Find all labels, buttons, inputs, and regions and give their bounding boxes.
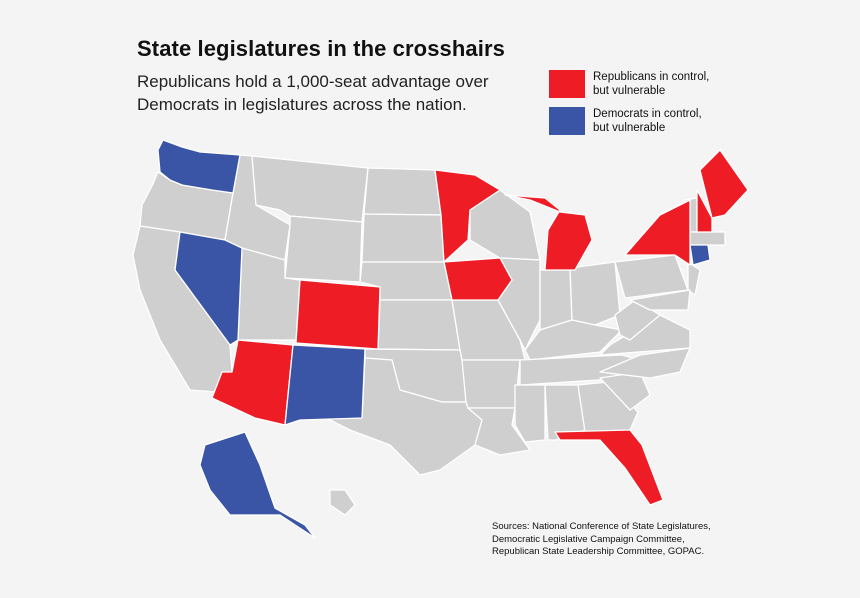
state-south-dakota [361,213,445,263]
state-north-dakota [363,167,442,216]
state-kansas [377,299,461,351]
state-michigan [504,194,593,271]
legend-item-democrat: Democrats in control, but vulnerable [549,107,723,143]
state-arkansas [461,359,521,409]
state-alaska [199,431,316,539]
state-north-carolina [599,347,691,379]
legend: Republicans in control, but vulnerable D… [549,70,723,144]
state-mississippi [514,384,546,443]
state-montana [251,155,369,223]
legend-swatch-democrat [549,107,585,135]
state-maine [699,149,749,219]
sources-note: Sources: National Conference of State Le… [492,521,711,557]
state-minnesota [434,169,501,263]
state-georgia [577,381,639,433]
state-connecticut [689,244,711,266]
map-title: State legislatures in the crosshairs [137,36,505,61]
state-new-jersey [687,261,701,296]
map-subtitle: Republicans hold a 1,000-seat advantage … [137,72,489,114]
state-ohio [569,261,621,326]
state-new-hampshire [696,189,713,233]
state-new-york [624,199,691,266]
state-maryland [629,289,691,311]
state-new-mexico [284,344,366,426]
legend-label-democrat: Democrats in control, but vulnerable [593,108,702,134]
state-iowa [443,257,513,301]
state-hawaii [329,489,356,516]
legend-item-republican: Republicans in control, but vulnerable [549,70,723,106]
state-massachusetts [687,231,726,246]
state-wyoming [284,215,363,283]
legend-swatch-republican [549,70,585,98]
state-florida [554,429,664,506]
legend-label-republican: Republicans in control, but vulnerable [593,71,710,97]
state-colorado [295,279,381,350]
state-washington [157,139,241,194]
